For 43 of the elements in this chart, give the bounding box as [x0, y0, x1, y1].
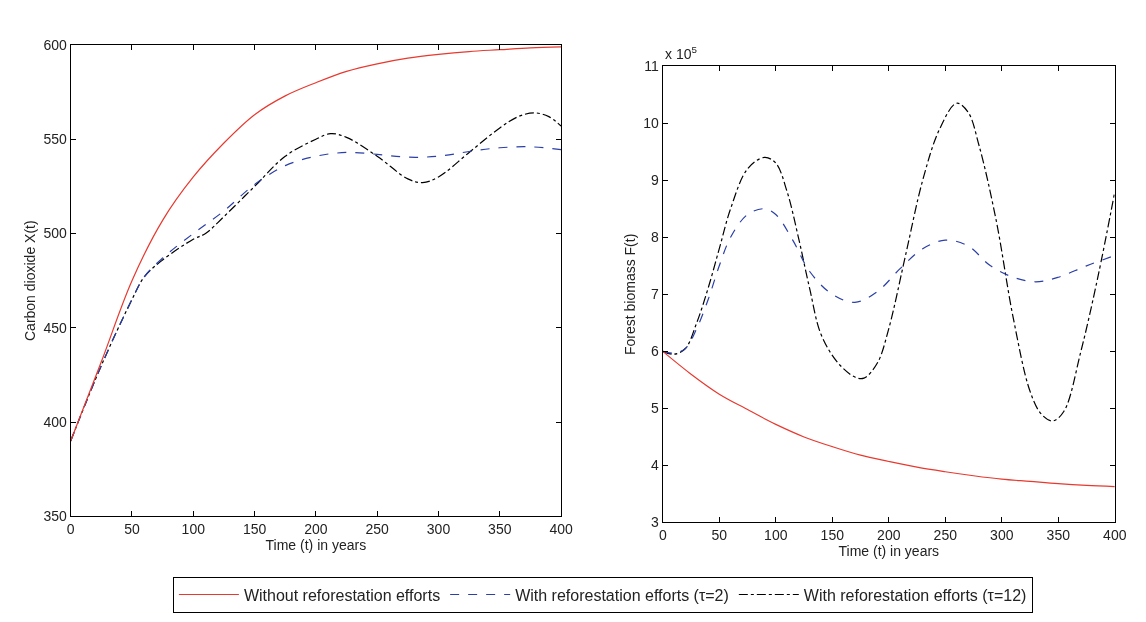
y-tick-label: 5 — [651, 400, 660, 417]
x-tick-label: 200 — [304, 521, 328, 538]
line-series — [662, 350, 1115, 488]
y-tick-label: 7 — [651, 286, 660, 303]
y-tick-label: 8 — [651, 229, 660, 246]
y-tick-label: 3 — [651, 514, 660, 531]
line-series — [70, 46, 562, 442]
x-tick-label: 250 — [365, 521, 390, 538]
x-tick-label: 400 — [1103, 527, 1127, 544]
y-tick-label: 4 — [651, 457, 660, 474]
y-axis-title: Carbon dioxide X(t) — [22, 220, 39, 342]
legend-label: Without reforestation efforts — [243, 586, 441, 604]
legend-label: With reforestation efforts (τ=12) — [803, 586, 1027, 604]
x-tick-label: 350 — [488, 521, 512, 538]
x-tick-label: 0 — [658, 527, 667, 544]
x-tick-label: 150 — [820, 527, 845, 544]
y-tick-label: 400 — [43, 414, 67, 431]
legend-label: With reforestation efforts (τ=2) — [515, 586, 729, 604]
x-tick-label: 300 — [426, 521, 451, 538]
y-tick-label: 550 — [43, 131, 67, 148]
y-tick-label: 9 — [651, 172, 660, 189]
y-tick-label: 600 — [43, 36, 67, 53]
x-tick-label: 400 — [549, 521, 573, 538]
x-tick-label: 150 — [242, 521, 267, 538]
text: x 10$^{5}$ — [665, 44, 698, 62]
x-tick-label: 100 — [181, 521, 206, 538]
x-tick-label: 50 — [711, 527, 728, 544]
x-axis-title: Time (t) in years — [265, 537, 367, 554]
y-tick-label: 450 — [43, 319, 67, 336]
y-tick-label: 500 — [43, 225, 67, 242]
y-axis-title: Forest biomass F(t) — [621, 233, 638, 356]
x-tick-label: 250 — [933, 527, 958, 544]
x-tick-label: 100 — [764, 527, 788, 544]
x-tick-label: 350 — [1046, 527, 1071, 544]
x-tick-label: 50 — [124, 521, 140, 538]
x-tick-label: 200 — [877, 527, 901, 544]
x-tick-label: 0 — [66, 521, 75, 538]
x-axis-title: Time (t) in years — [838, 543, 940, 560]
y-tick-label: 350 — [43, 508, 67, 525]
y-tick-label: 11 — [644, 58, 660, 75]
y-tick-label: 10 — [643, 115, 660, 132]
x-tick-label: 300 — [990, 527, 1014, 544]
y-tick-label: 6 — [651, 343, 660, 360]
